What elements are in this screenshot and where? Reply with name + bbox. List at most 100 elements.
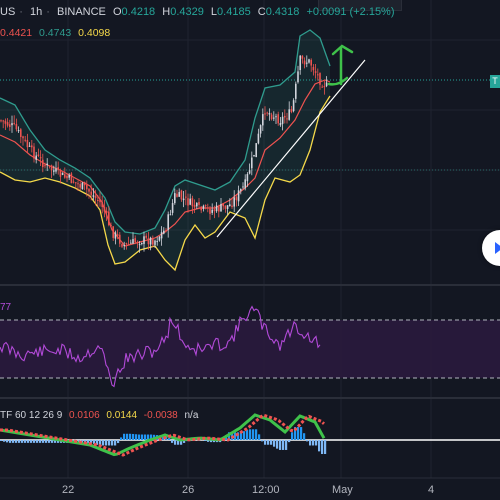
candle-body: [24, 139, 26, 141]
macd-histogram-bar: [297, 427, 300, 440]
candle-body: [147, 238, 150, 245]
candle-body: [121, 243, 123, 247]
macd-histogram-bar: [123, 433, 126, 440]
candle-body: [145, 235, 147, 238]
macd-histogram-bar: [114, 440, 117, 446]
candle-body: [259, 125, 262, 134]
candle-body: [103, 206, 106, 212]
macd-histogram-bar: [276, 440, 279, 449]
candle-body: [233, 197, 235, 207]
bb-upper-line: [0, 29, 331, 235]
ohlc-change: +0.0091 (+2.15%): [306, 6, 395, 18]
macd-histogram-bar: [171, 440, 174, 443]
macd-histogram-bar: [303, 433, 306, 440]
macd-histogram-bar: [3, 440, 6, 442]
candle-body: [312, 67, 315, 71]
macd-histogram: [0, 427, 327, 454]
candle-body: [257, 133, 260, 144]
grid: [0, 0, 500, 478]
candle-body: [237, 190, 240, 202]
candle-body: [165, 230, 167, 232]
candle-body: [290, 109, 293, 113]
candle-body: [9, 124, 11, 127]
macd-histogram-bar: [51, 440, 54, 443]
candle-body: [123, 244, 125, 246]
macd-histogram-bar: [120, 437, 123, 440]
candle-body: [132, 239, 134, 244]
candle-body: [308, 59, 310, 63]
chevron-right-icon: [495, 242, 500, 254]
candle-body: [284, 115, 286, 118]
macd-histogram-bar: [42, 440, 45, 443]
macd-histogram-bar: [162, 435, 165, 440]
candle-body: [83, 181, 86, 186]
candle-body: [264, 113, 266, 115]
macd-histogram-bar: [183, 440, 186, 443]
candle-body: [156, 241, 158, 243]
candle-body: [55, 168, 57, 172]
price-badge: T: [490, 75, 500, 88]
macd-histogram-bar: [135, 434, 138, 440]
candle-body: [114, 232, 117, 239]
candle-body: [270, 114, 273, 120]
candle-body: [105, 210, 108, 213]
candle-body: [207, 207, 209, 209]
candle-body: [191, 198, 194, 207]
macd-histogram-bar: [33, 440, 36, 443]
scroll-to-realtime-button[interactable]: [482, 230, 500, 266]
macd-histogram-bar: [213, 440, 216, 443]
macd-histogram-bar: [237, 432, 240, 440]
candle-body: [81, 182, 84, 190]
candle-body: [138, 244, 141, 246]
macd-histogram-bar: [57, 440, 60, 443]
macd-histogram-bar: [141, 434, 144, 440]
macd-histogram-bar: [321, 440, 324, 454]
candle-body: [246, 174, 249, 182]
candlestick-series: [0, 54, 328, 253]
macd-histogram-bar: [99, 440, 102, 446]
candle-body: [248, 170, 251, 174]
macd-histogram-bar: [174, 440, 177, 445]
candle-body: [169, 214, 172, 216]
candle-body: [35, 155, 37, 160]
candle-body: [26, 139, 29, 148]
candle-body: [59, 170, 62, 177]
macd-histogram-bar: [315, 440, 318, 446]
macd-label: TF 60 12 26 9: [0, 410, 63, 421]
candle-body: [281, 116, 284, 124]
macd-histogram-bar: [177, 440, 180, 445]
candle-body: [187, 198, 189, 206]
candle-body: [46, 163, 48, 166]
macd-histogram-bar: [36, 440, 39, 443]
x-axis-label: 22: [62, 484, 75, 496]
candle-body: [28, 145, 31, 147]
candle-body: [299, 55, 301, 71]
candle-body: [262, 114, 264, 126]
interval: 1h: [30, 6, 43, 18]
bb-legend: 0.4421 0.4743 0.4098: [0, 27, 114, 39]
macd-histogram-bar: [258, 434, 261, 440]
bb-lower-line: [0, 95, 331, 272]
ohlc-l-label: L: [210, 6, 218, 18]
macd-value-1: 0.0106: [69, 410, 100, 421]
rsi-line: [0, 305, 321, 388]
macd-histogram-bar: [24, 440, 27, 443]
candle-body: [273, 117, 275, 119]
macd-histogram-bar: [96, 440, 99, 445]
exchange: BINANCE: [57, 6, 106, 18]
candle-body: [13, 122, 15, 124]
candle-body: [231, 205, 233, 207]
macd-histogram-bar: [21, 440, 24, 443]
candle-body: [90, 191, 92, 195]
candle-body: [20, 129, 22, 137]
candle-body: [244, 179, 246, 189]
candle-body: [266, 112, 268, 114]
candle-body: [220, 204, 222, 212]
candle-body: [158, 236, 161, 241]
candle-body: [224, 205, 227, 209]
candle-body: [112, 226, 114, 238]
candle-body: [154, 240, 156, 245]
macd-histogram-bar: [204, 440, 207, 441]
candle-body: [48, 165, 51, 167]
